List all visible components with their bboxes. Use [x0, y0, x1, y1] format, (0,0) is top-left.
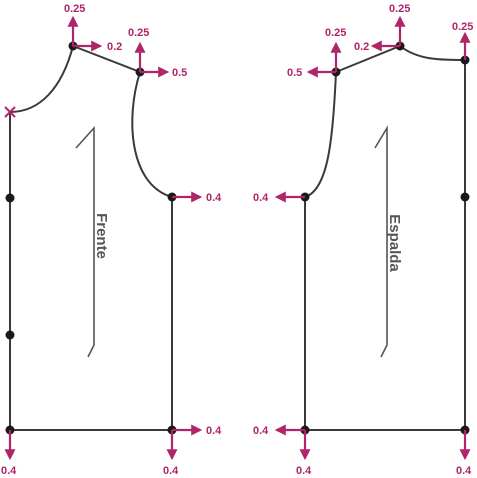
- front-piece: Frente 0.25 0.2 0.25 0.5 0.4 0.4 0.4 0.4: [1, 3, 222, 477]
- back-label: Espalda: [386, 214, 403, 272]
- front-label: Frente: [93, 213, 110, 259]
- front-notch-dot: [5, 193, 15, 203]
- front-hem-down-label: 0.4: [163, 465, 179, 477]
- front-shoulder-side-label: 0.5: [172, 67, 187, 79]
- back-center-up-label: 0.25: [452, 21, 473, 33]
- back-shoulder-up-label: 0.25: [325, 27, 346, 39]
- back-hem-down-label: 0.4: [296, 465, 312, 477]
- back-hem-right-down-label: 0.4: [456, 465, 472, 477]
- front-outline: [9, 45, 173, 431]
- back-outline: [304, 45, 466, 431]
- back-piece: Espalda 0.25 0.2 0.25 0.5 0.25 0.4 0.4 0…: [253, 3, 473, 477]
- front-notch-dot: [5, 330, 15, 340]
- back-grainline: [374, 125, 388, 358]
- back-notch-dot: [460, 192, 470, 202]
- back-armhole-label: 0.4: [253, 192, 269, 204]
- front-neck-up-label: 0.25: [64, 3, 85, 15]
- front-hem-left-down-label: 0.4: [1, 465, 17, 477]
- front-cross-mark: [4, 106, 16, 118]
- front-shoulder-up-label: 0.25: [128, 27, 149, 39]
- back-neck-up-label: 0.25: [389, 3, 410, 15]
- front-armhole-label: 0.4: [206, 192, 222, 204]
- front-hem-side-label: 0.4: [206, 425, 222, 437]
- back-neck-side-label: 0.2: [354, 41, 369, 53]
- front-grainline: [75, 125, 95, 358]
- back-hem-side-label: 0.4: [253, 425, 269, 437]
- front-neck-side-label: 0.2: [107, 41, 122, 53]
- back-shoulder-side-label: 0.5: [287, 67, 302, 79]
